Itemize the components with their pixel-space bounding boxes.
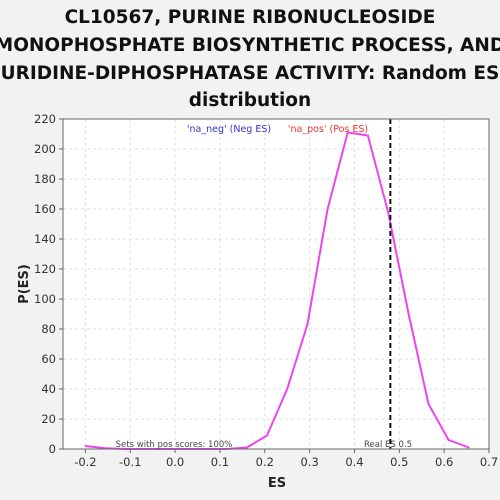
data-point — [326, 208, 329, 210]
y-tick-label: 120 — [34, 262, 56, 276]
data-point — [245, 446, 248, 449]
x-tick-label: 0.5 — [390, 455, 408, 469]
x-tick-label: -0.2 — [74, 455, 96, 469]
x-axis-label: ES — [268, 476, 286, 491]
data-point — [306, 323, 309, 326]
data-point — [467, 446, 470, 449]
legend-entry-neg: 'na_neg' (Neg ES) — [187, 124, 271, 135]
x-axis-ticks: -0.2 -0.1 0.0 0.1 0.2 0.3 0.4 0.5 0.6 0.7 — [74, 449, 498, 469]
x-tick-label: 0.1 — [211, 455, 229, 469]
y-axis-label: P(ES) — [17, 264, 32, 304]
data-point — [447, 439, 450, 441]
data-point — [286, 388, 289, 390]
plot-frame — [62, 118, 490, 450]
title-line-2: MONOPHOSPHATE BIOSYNTHETIC PROCESS, AND — [0, 35, 500, 56]
legend-entry-pos: 'na_pos' (Pos ES) — [288, 124, 368, 135]
y-tick-label: 100 — [34, 292, 56, 306]
plot-area — [63, 119, 489, 449]
y-tick-label: 220 — [34, 112, 56, 126]
data-point — [84, 445, 87, 447]
grid — [63, 118, 490, 450]
y-tick-label: 0 — [49, 442, 56, 456]
title-line-1: CL10567, PURINE RIBONUCLEOSIDE — [65, 7, 436, 28]
x-tick-label: -0.1 — [119, 455, 141, 469]
data-point — [427, 403, 430, 405]
pos-scores-annotation: Sets with pos scores: 100% — [116, 440, 233, 450]
x-tick-label: 0.0 — [166, 455, 184, 469]
title-line-4: distribution — [189, 90, 311, 111]
y-tick-label: 60 — [41, 352, 56, 366]
chart-title: CL10567, PURINE RIBONUCLEOSIDE MONOPHOSP… — [0, 7, 500, 111]
title-line-3: URIDINE-DIPHOSPHATASE ACTIVITY: Random E… — [1, 63, 500, 84]
x-tick-label: 0.7 — [480, 455, 498, 469]
data-point — [407, 311, 410, 314]
y-tick-label: 180 — [34, 172, 56, 186]
x-tick-label: 0.3 — [300, 455, 318, 469]
y-tick-label: 20 — [41, 412, 56, 426]
data-point — [346, 131, 349, 134]
x-tick-label: 0.4 — [345, 455, 363, 469]
x-tick-label: 0.2 — [256, 455, 274, 469]
data-point — [266, 434, 268, 437]
y-tick-label: 140 — [34, 232, 56, 246]
real-es-label: Real ES 0.5 — [364, 440, 412, 450]
data-point — [387, 211, 390, 213]
y-tick-label: 200 — [34, 142, 56, 156]
x-tick-label: 0.6 — [435, 455, 453, 469]
y-tick-label: 40 — [41, 382, 56, 396]
data-point — [367, 134, 369, 137]
y-tick-label: 80 — [41, 322, 56, 336]
legend: 'na_neg' (Neg ES) 'na_pos' (Pos ES) — [187, 124, 368, 135]
y-tick-label: 160 — [34, 202, 56, 216]
y-axis-ticks: 0 20 40 60 80 100 120 140 160 180 200 220 — [34, 112, 63, 456]
